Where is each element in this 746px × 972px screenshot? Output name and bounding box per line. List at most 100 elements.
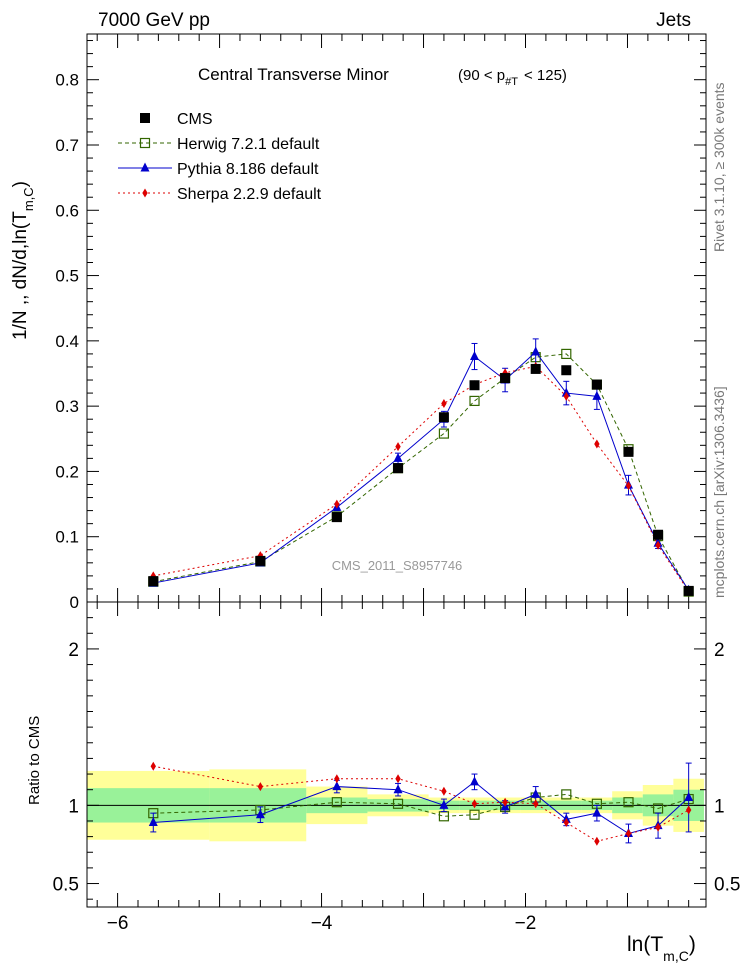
x-tick-label: −6	[107, 913, 129, 934]
series-line	[153, 353, 690, 592]
legend-item: Herwig 7.2.1 default	[118, 136, 320, 153]
data-point	[563, 818, 569, 828]
x-title-end: )	[689, 933, 696, 956]
ratio-y-tick-label: 0.5	[53, 875, 79, 896]
main-title-text: Central Transverse Minor	[198, 65, 389, 84]
data-point	[334, 499, 340, 509]
data-point	[393, 452, 403, 462]
data-point	[469, 809, 480, 820]
ratio-plot-frame	[86, 601, 707, 908]
data-point	[439, 799, 449, 809]
ratio-y-tick-label-right: 1	[714, 796, 725, 817]
legend-label: CMS	[177, 111, 213, 128]
data-point	[530, 363, 541, 374]
main-title-range: (90 < p#T < 125)	[458, 67, 567, 88]
ratio-plot: 0.5 0.5 1 1 2 2 −6 −4 −2	[53, 601, 740, 934]
title-range-end: < 125)	[524, 67, 567, 84]
main-y-tick-label: 0.4	[55, 332, 79, 351]
data-point	[563, 391, 569, 401]
data-point	[623, 446, 634, 457]
legend-marker	[140, 162, 150, 172]
y-title-end: )	[10, 181, 31, 187]
data-point	[561, 789, 572, 800]
x-title-sub: m,C	[663, 948, 689, 964]
main-y-tick-label: 0.6	[55, 201, 79, 220]
data-point	[502, 797, 508, 807]
main-y-tick-label: 0	[70, 593, 79, 612]
data-point	[393, 463, 404, 474]
legend-label: Sherpa 2.2.9 default	[177, 186, 322, 203]
data-point	[594, 439, 600, 449]
data-point	[471, 799, 478, 809]
series-sherpa	[150, 761, 692, 846]
data-point	[470, 776, 480, 786]
data-point	[625, 828, 632, 838]
data-point	[148, 817, 158, 827]
legend-label: Herwig 7.2.1 default	[177, 136, 320, 153]
data-point	[441, 399, 447, 409]
series-line	[153, 351, 690, 591]
data-point	[395, 774, 401, 784]
data-point	[469, 395, 480, 407]
data-point	[332, 781, 342, 791]
data-point	[531, 346, 541, 356]
title-range-start: (90 < p	[458, 67, 505, 84]
data-point	[469, 380, 480, 391]
main-y-tick-label: 0.5	[55, 267, 79, 286]
data-point	[684, 792, 694, 802]
title-range-sub: #T	[505, 76, 518, 88]
energy-label: 7000 GeV pp	[98, 10, 210, 31]
series-pythia	[148, 338, 694, 594]
ratio-y-tick-label-right: 2	[714, 640, 725, 661]
data-point	[655, 822, 661, 832]
data-point	[392, 798, 404, 809]
data-point	[334, 774, 340, 784]
x-tick-label: −4	[311, 913, 333, 934]
legend-label: Pythia 8.186 default	[177, 161, 319, 178]
legend-item: Pythia 8.186 default	[118, 161, 319, 178]
y-title-start: 1/N ,, dN/d,ln(T	[10, 211, 31, 340]
data-point	[683, 585, 694, 596]
legend-marker	[139, 137, 151, 149]
data-point	[395, 442, 401, 452]
main-y-tick-label: 0.2	[55, 462, 79, 481]
data-point	[623, 797, 634, 808]
data-point	[331, 797, 342, 808]
data-point	[150, 761, 156, 771]
process-label: Jets	[656, 10, 691, 31]
analysis-watermark: CMS_2011_S8957746	[332, 558, 463, 573]
series-cms	[148, 363, 694, 596]
ratio-y-axis-title: Ratio to CMS	[26, 716, 43, 805]
data-point	[592, 807, 602, 817]
data-point	[500, 373, 511, 384]
data-point	[257, 782, 264, 792]
main-plot: 0 0.1 0.2 0.3 0.4 0.5 0.6 0.7 0.8	[55, 33, 707, 612]
data-point	[255, 555, 266, 566]
data-point	[655, 540, 661, 550]
legend-item: CMS	[140, 111, 213, 128]
data-point	[441, 786, 447, 796]
main-y-tick-label: 0.1	[55, 528, 79, 547]
data-point	[331, 512, 342, 523]
data-point	[625, 481, 632, 491]
legend: CMS Herwig 7.2.1 default Pythia 8.186 defa…	[118, 111, 322, 203]
data-point	[438, 412, 449, 423]
legend-marker	[140, 113, 150, 123]
main-y-tick-label: 0.7	[55, 136, 79, 155]
mcplots-label: mcplots.cern.ch [arXiv:1306.3436]	[711, 386, 727, 598]
data-point	[470, 351, 480, 361]
data-point	[393, 784, 403, 794]
data-point	[532, 799, 539, 809]
main-title: Central Transverse Minor (90 < p#T < 125)	[198, 65, 567, 88]
legend-marker	[142, 188, 148, 198]
data-point	[685, 805, 692, 815]
x-title-start: ln(T	[627, 933, 663, 956]
data-point	[594, 836, 600, 846]
data-point	[653, 529, 664, 540]
x-axis-title: ln(Tm,C)	[627, 933, 696, 964]
ratio-y-tick-label: 2	[68, 640, 79, 661]
data-point	[592, 390, 602, 400]
legend-item: Sherpa 2.2.9 default	[118, 186, 322, 203]
main-y-tick-label: 0.3	[55, 397, 79, 416]
